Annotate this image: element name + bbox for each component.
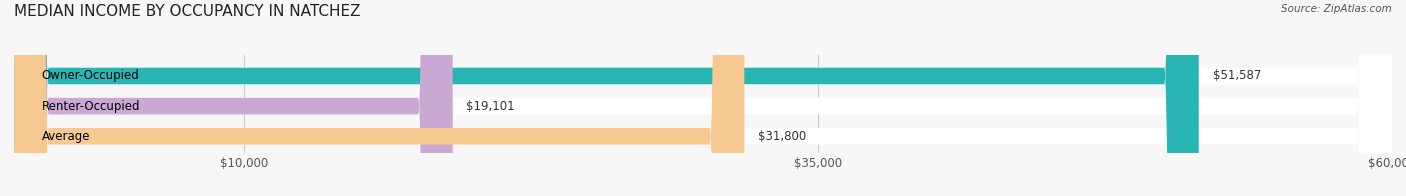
- FancyBboxPatch shape: [14, 0, 1392, 196]
- Text: $19,101: $19,101: [467, 100, 515, 113]
- Text: Source: ZipAtlas.com: Source: ZipAtlas.com: [1281, 4, 1392, 14]
- Text: $51,587: $51,587: [1212, 70, 1261, 83]
- Text: Renter-Occupied: Renter-Occupied: [42, 100, 141, 113]
- Text: Owner-Occupied: Owner-Occupied: [42, 70, 139, 83]
- Text: Average: Average: [42, 130, 90, 143]
- FancyBboxPatch shape: [14, 0, 1392, 196]
- Text: MEDIAN INCOME BY OCCUPANCY IN NATCHEZ: MEDIAN INCOME BY OCCUPANCY IN NATCHEZ: [14, 4, 360, 19]
- FancyBboxPatch shape: [14, 0, 1392, 196]
- FancyBboxPatch shape: [14, 0, 1199, 196]
- FancyBboxPatch shape: [14, 0, 453, 196]
- Text: $31,800: $31,800: [758, 130, 807, 143]
- FancyBboxPatch shape: [14, 0, 744, 196]
